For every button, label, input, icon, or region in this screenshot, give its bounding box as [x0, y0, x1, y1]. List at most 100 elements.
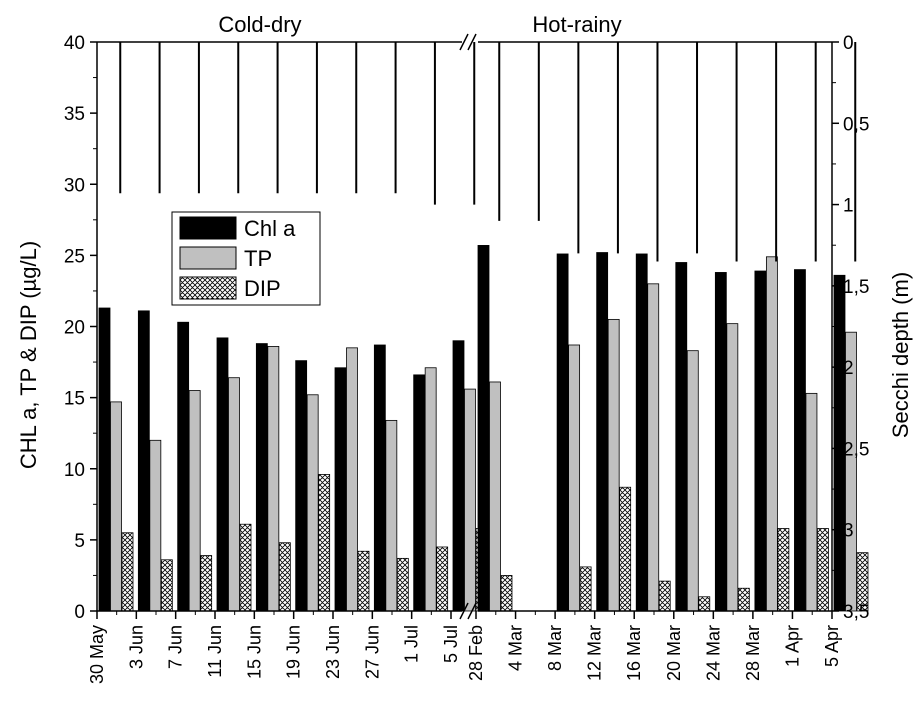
- y2-tick-label: 3,5: [843, 602, 869, 623]
- bar-chl-a: [373, 344, 386, 612]
- panel-title-hot-rainy: Hot-rainy: [532, 12, 621, 37]
- x-tick-label: 15 Jun: [244, 625, 264, 679]
- bar-tp: [306, 394, 319, 612]
- bar-dip: [579, 566, 592, 612]
- bar-tp: [149, 439, 162, 612]
- secchi-lines: [119, 42, 857, 262]
- bar-chl-a: [477, 245, 490, 612]
- x-tick-label: 28 Mar: [743, 625, 763, 681]
- bar-tp: [805, 392, 818, 612]
- bars: [98, 245, 869, 612]
- bar-tp: [464, 388, 476, 612]
- y2-tick-label: 3: [843, 521, 854, 542]
- legend-swatch-chl-a: [179, 216, 237, 240]
- y2-tick-label: 0,5: [843, 114, 869, 135]
- legend-label-dip: DIP: [244, 276, 281, 301]
- bar-dip: [500, 575, 513, 612]
- x-tick-label: 1 Jul: [402, 625, 422, 663]
- legend: Chl a TP DIP: [171, 211, 321, 306]
- y-tick-label: 10: [64, 460, 85, 481]
- bar-tp: [385, 419, 398, 612]
- bar-tp: [489, 381, 501, 612]
- bar-tp: [765, 256, 778, 612]
- legend-swatch-dip: [179, 276, 237, 300]
- bar-dip: [239, 523, 252, 612]
- bar-chl-a: [714, 272, 727, 612]
- bar-dip: [357, 550, 370, 612]
- x-tick-label: 19 Jun: [284, 625, 304, 679]
- bar-dip: [658, 580, 671, 612]
- y-tick-label: 0: [74, 602, 85, 623]
- bar-dip: [817, 528, 829, 612]
- bar-chl-a: [833, 274, 846, 612]
- x-tick-label: 20 Mar: [664, 625, 684, 681]
- bar-tp: [228, 377, 240, 612]
- x-tick-label: 11 Jun: [205, 625, 225, 678]
- bar-chl-a: [596, 252, 609, 612]
- bar-chl-a: [177, 321, 190, 612]
- bar-chl-a: [295, 360, 308, 612]
- bar-chl-a: [675, 262, 688, 612]
- axis-break-mark: [467, 602, 477, 620]
- y-tick-label: 40: [64, 33, 85, 54]
- y-axis-label: CHL a, TP & DIP (µg/L): [16, 241, 41, 469]
- bar-chl-a: [137, 310, 150, 612]
- bar-chl-a: [794, 269, 806, 612]
- bar-dip: [856, 552, 869, 612]
- x-tick-label: 3 Jun: [126, 625, 146, 669]
- bar-chl-a: [556, 253, 569, 612]
- bar-tp: [686, 350, 699, 612]
- bar-tp: [568, 344, 581, 612]
- bar-chl-a: [216, 337, 229, 612]
- x-tick-label: 4 Mar: [506, 625, 526, 671]
- bar-tp: [267, 346, 280, 612]
- x-tick-label: 5 Jul: [441, 625, 461, 663]
- y-tick-label: 30: [64, 175, 85, 196]
- y2-tick-label: 0: [843, 33, 854, 54]
- x-tick-label: 12 Mar: [585, 625, 605, 681]
- bar-dip: [436, 546, 449, 612]
- bar-dip: [619, 486, 632, 612]
- x-tick-label: 27 Jun: [362, 625, 382, 679]
- bar-tp: [845, 331, 857, 612]
- x-tick-label: 24 Mar: [703, 625, 723, 681]
- x-tick-label: 1 Apr: [782, 625, 802, 667]
- bar-tp: [188, 390, 201, 612]
- bar-dip: [200, 555, 213, 612]
- panel-title-cold-dry: Cold-dry: [218, 12, 301, 37]
- bar-dip: [396, 557, 409, 612]
- bar-tp: [607, 318, 620, 612]
- bar-dip: [160, 559, 173, 612]
- bar-tp: [647, 283, 660, 612]
- axis-break-mark: [459, 33, 469, 51]
- y-tick-label: 20: [64, 318, 85, 339]
- y-tick-label: 15: [64, 389, 85, 410]
- bar-dip: [698, 596, 711, 612]
- legend-label-chl-a: Chl a: [244, 216, 296, 241]
- bar-chl-a: [98, 307, 111, 612]
- y2-tick-label: 1,5: [843, 277, 869, 298]
- bar-chl-a: [413, 374, 426, 612]
- x-tick-label: 28 Feb: [466, 625, 486, 681]
- x-tick-label: 16 Mar: [624, 625, 644, 681]
- axis-break-mark: [467, 33, 477, 51]
- bar-chl-a: [452, 340, 465, 612]
- bar-tp: [110, 401, 122, 612]
- y-tick-label: 35: [64, 104, 85, 125]
- bar-dip: [318, 474, 331, 612]
- bar-tp: [424, 367, 437, 612]
- y-tick-label: 5: [74, 531, 85, 552]
- x-tick-label: 23 Jun: [323, 625, 343, 679]
- y2-tick-label: 2: [843, 358, 854, 379]
- axis-break-mark: [459, 602, 469, 620]
- legend-label-tp: TP: [244, 246, 272, 271]
- x-tick-label: 5 Apr: [822, 625, 842, 667]
- bar-dip: [737, 587, 750, 612]
- bar-dip: [777, 528, 790, 612]
- bar-chl-a: [754, 270, 767, 612]
- y2-tick-label: 2,5: [843, 439, 869, 460]
- y2-axis-label: Secchi depth (m): [888, 272, 913, 438]
- legend-swatch-tp: [179, 246, 237, 270]
- bar-dip: [278, 542, 291, 612]
